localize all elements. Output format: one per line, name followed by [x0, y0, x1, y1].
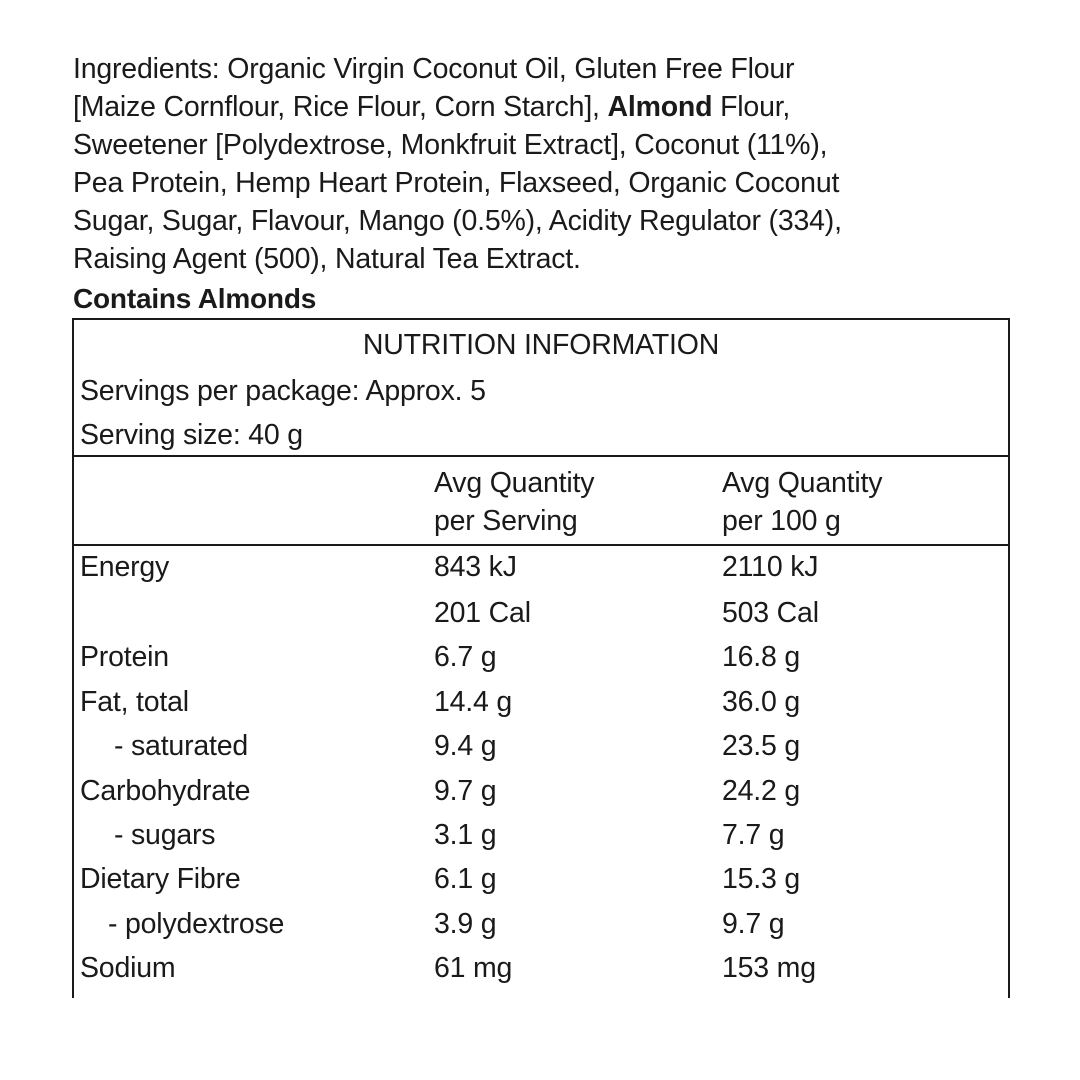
row-value-dietary-fibre-100g: 15.3 g: [722, 863, 801, 895]
row-value-energy-cal-100g: 503 Cal: [722, 597, 819, 629]
row-label-saturated: - saturated: [114, 730, 249, 762]
row-label-sodium: Sodium: [80, 952, 176, 984]
column-header-per-100g-line2: per 100 g: [722, 505, 841, 537]
row-value-carbohydrate-100g: 24.2 g: [722, 775, 801, 807]
column-header-per-serving-line2: per Serving: [434, 505, 578, 537]
ingredients-line-1: Ingredients: Organic Virgin Coconut Oil,…: [73, 53, 795, 85]
ingredients-line-2-start: [Maize Cornflour, Rice Flour, Corn Starc…: [73, 91, 608, 123]
row-label-carbohydrate: Carbohydrate: [80, 775, 251, 807]
row-value-polydextrose-100g: 9.7 g: [722, 908, 785, 940]
row-value-sodium-serving: 61 mg: [434, 952, 513, 984]
row-value-fat-total-serving: 14.4 g: [434, 686, 513, 718]
ingredients-line-6: Raising Agent (500), Natural Tea Extract…: [73, 243, 581, 275]
row-label-polydextrose: - polydextrose: [108, 908, 285, 940]
nutrition-information-panel: NUTRITION INFORMATION Servings per packa…: [72, 318, 1010, 998]
row-value-dietary-fibre-serving: 6.1 g: [434, 863, 497, 895]
row-value-protein-100g: 16.8 g: [722, 641, 801, 673]
row-label-fat-total: Fat, total: [80, 686, 189, 718]
column-header-per-100g-line1: Avg Quantity: [722, 467, 883, 499]
serving-size: Serving size: 40 g: [80, 419, 303, 451]
row-label-protein: Protein: [80, 641, 169, 673]
allergen-almond: Almond: [607, 91, 713, 123]
row-value-sodium-100g: 153 mg: [722, 952, 816, 984]
row-value-energy-kj-100g: 2110 kJ: [722, 551, 819, 583]
row-value-sugars-100g: 7.7 g: [722, 819, 785, 851]
ingredients-line-5: Sugar, Sugar, Flavour, Mango (0.5%), Aci…: [73, 205, 842, 237]
row-value-energy-kj-serving: 843 kJ: [434, 551, 517, 583]
contains-allergens: Contains Almonds: [73, 283, 317, 314]
row-value-saturated-serving: 9.4 g: [434, 730, 497, 762]
ingredients-text: Ingredients: Organic Virgin Coconut Oil,…: [73, 50, 1033, 278]
row-value-sugars-serving: 3.1 g: [434, 819, 497, 851]
divider-after-column-headers: [74, 544, 1008, 546]
row-value-protein-serving: 6.7 g: [434, 641, 497, 673]
row-value-energy-cal-serving: 201 Cal: [434, 597, 531, 629]
row-value-carbohydrate-serving: 9.7 g: [434, 775, 497, 807]
nutrition-title: NUTRITION INFORMATION: [362, 329, 720, 361]
row-value-polydextrose-serving: 3.9 g: [434, 908, 497, 940]
ingredients-line-2-end: Flour,: [712, 91, 791, 123]
row-value-fat-total-100g: 36.0 g: [722, 686, 801, 718]
row-label-dietary-fibre: Dietary Fibre: [80, 863, 241, 895]
ingredients-line-4: Pea Protein, Hemp Heart Protein, Flaxsee…: [73, 167, 840, 199]
column-header-per-serving-line1: Avg Quantity: [434, 467, 595, 499]
row-label-energy: Energy: [80, 551, 170, 583]
servings-per-package: Servings per package: Approx. 5: [80, 375, 486, 407]
ingredients-line-3: Sweetener [Polydextrose, Monkfruit Extra…: [73, 129, 828, 161]
row-value-saturated-100g: 23.5 g: [722, 730, 801, 762]
row-label-sugars: - sugars: [114, 819, 216, 851]
divider-after-serving-info: [74, 455, 1008, 457]
ingredients-line-2: [Maize Cornflour, Rice Flour, Corn Starc…: [73, 88, 1033, 126]
